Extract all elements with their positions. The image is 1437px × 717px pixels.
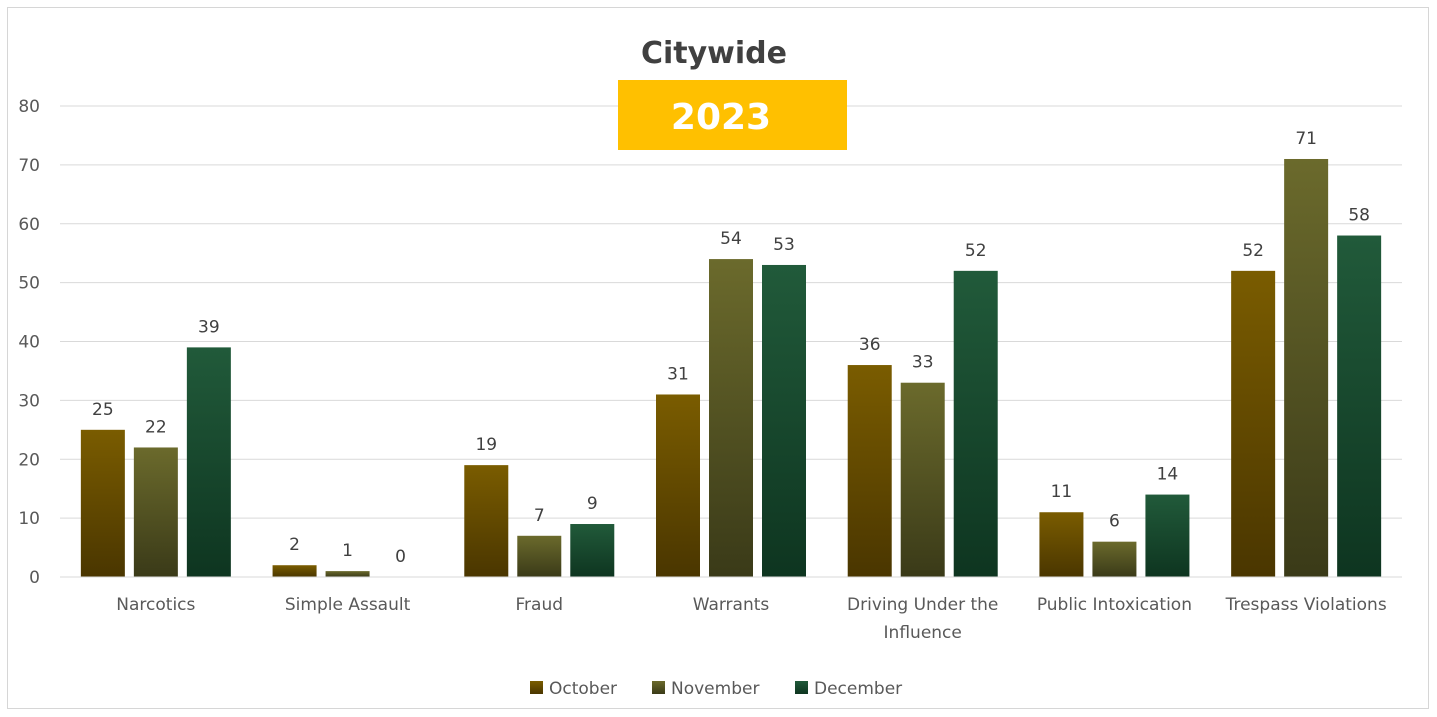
y-tick-label: 20 (18, 450, 40, 470)
data-label: 19 (475, 435, 497, 455)
data-label: 6 (1109, 512, 1120, 532)
x-axis-ticks: Narcotics Simple Assault Fraud Warrants Driv… (116, 595, 1387, 643)
data-label: 39 (198, 317, 220, 337)
y-axis-ticks: 0 10 20 30 40 50 60 70 80 (18, 97, 40, 588)
bar-november (325, 571, 370, 577)
bar-october (1231, 270, 1276, 577)
y-tick-label: 10 (18, 509, 40, 529)
legend-swatch (652, 681, 665, 694)
bar-october (272, 565, 317, 577)
y-tick-label: 50 (18, 274, 40, 294)
bar-december (570, 524, 615, 577)
bar-november (900, 382, 945, 577)
data-label: 52 (1242, 241, 1264, 261)
data-label: 52 (965, 241, 987, 261)
y-tick-label: 40 (18, 333, 40, 353)
data-label: 0 (395, 547, 406, 567)
data-label: 25 (92, 400, 114, 420)
data-label: 14 (1157, 465, 1179, 485)
chart-subtitle: 2023 (671, 97, 771, 138)
bar-november (1092, 541, 1137, 577)
bars (80, 158, 1382, 578)
legend-label: October (549, 679, 617, 699)
bar-november (133, 447, 178, 577)
data-label: 11 (1051, 482, 1073, 502)
data-labels: 25 22 39 2 1 0 19 7 9 31 54 53 36 33 52 11 6 14 52 71 58 (92, 129, 1370, 567)
x-tick-label: Narcotics (116, 595, 195, 615)
x-tick-label: Trespass Violations (1225, 595, 1387, 615)
bar-december (1337, 235, 1382, 577)
y-tick-label: 80 (18, 97, 40, 117)
data-label: 22 (145, 417, 167, 437)
data-label: 2 (289, 535, 300, 555)
bar-october (80, 429, 125, 577)
x-tick-label: Simple Assault (285, 595, 411, 615)
x-tick-label: Public Intoxication (1037, 595, 1192, 615)
data-label: 9 (587, 494, 598, 514)
bar-november (1284, 158, 1329, 578)
y-tick-label: 0 (29, 568, 40, 588)
bar-december (186, 347, 231, 577)
data-label: 7 (534, 506, 545, 526)
y-tick-label: 30 (18, 391, 40, 411)
x-tick-label: Warrants (693, 595, 770, 615)
legend-label: November (671, 679, 759, 699)
data-label: 31 (667, 364, 689, 384)
bar-october (847, 365, 892, 577)
bar-november (709, 259, 753, 577)
x-tick-label: Fraud (516, 595, 564, 615)
chart-title: Citywide (641, 36, 787, 71)
bar-december (953, 270, 998, 577)
data-label: 54 (720, 229, 742, 249)
legend-item-october: October (530, 679, 617, 699)
data-label: 36 (859, 335, 881, 355)
legend-item-december: December (795, 679, 902, 699)
legend-label: December (814, 679, 902, 699)
legend: October November December (530, 679, 902, 699)
legend-swatch (795, 681, 808, 694)
bar-december (1145, 494, 1190, 577)
subtitle-box (618, 80, 847, 150)
y-tick-label: 70 (18, 156, 40, 176)
legend-item-november: November (652, 679, 759, 699)
bar-november (517, 535, 562, 577)
legend-swatch (530, 681, 543, 694)
data-label: 53 (773, 235, 795, 255)
data-label: 1 (342, 541, 353, 561)
bar-october (1039, 512, 1084, 577)
bar-october (464, 465, 509, 577)
data-label: 71 (1295, 129, 1317, 149)
data-label: 58 (1348, 206, 1370, 226)
x-tick-label: Driving Under the Influence (847, 595, 998, 643)
bar-october (656, 394, 700, 577)
bar-december (762, 264, 806, 577)
data-label: 33 (912, 353, 934, 373)
y-tick-label: 60 (18, 215, 40, 235)
